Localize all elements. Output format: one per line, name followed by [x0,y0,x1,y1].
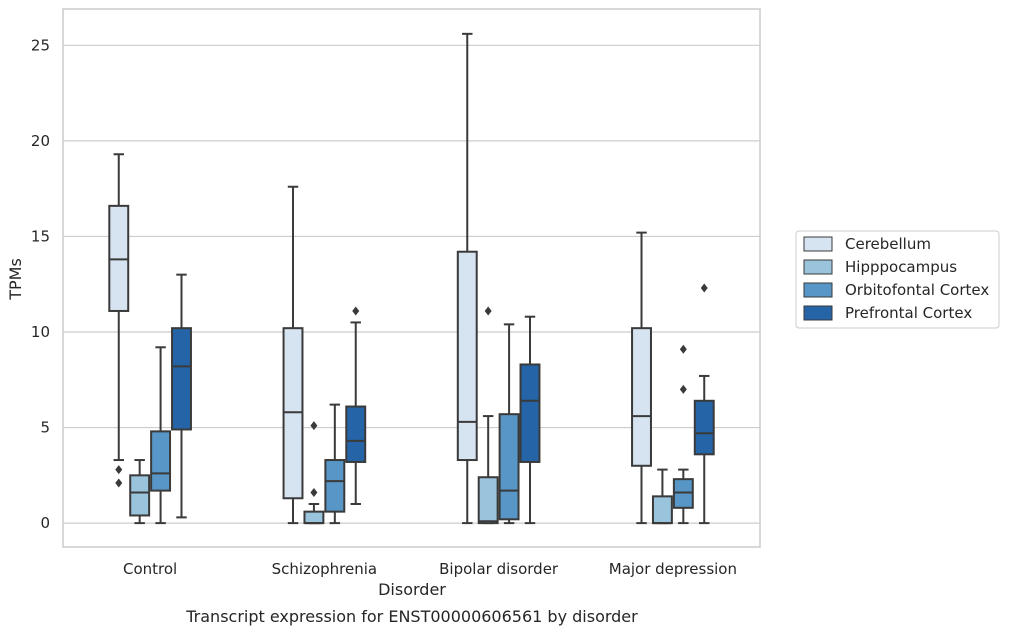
box-iqr [171,327,192,431]
box-iqr [498,413,520,521]
y-axis-ticks: 0 5 10 15 20 25 [31,36,50,532]
x-tick-label: Bipolar disorder [439,560,559,578]
x-axis-ticks: Control Schizophrenia Bipolar disorder Majo… [123,560,737,578]
x-tick-label: Major depression [609,560,737,578]
box-iqr [693,399,715,456]
x-axis-label: Disorder [378,580,446,599]
x-tick-label: Control [123,560,177,578]
outlier-point [310,488,318,498]
plot-frame [62,8,761,548]
outlier-point [484,306,492,316]
box-iqr [519,363,541,463]
box-prefrontal-cortex [171,273,192,519]
y-tick-label: 5 [40,419,50,437]
legend-swatch [803,305,833,321]
y-tick-label: 10 [31,323,50,341]
box-hipppocampus [303,421,325,525]
box-iqr [345,405,367,463]
chart-caption: Transcript expression for ENST0000060656… [185,607,638,626]
legend-items: Cerebellum Hipppocampus Orbitofontal Corte… [803,235,989,322]
y-tick-label: 15 [31,227,50,245]
outlier-point [679,344,687,354]
box-orbitofontal-cortex [150,346,172,525]
legend: Cerebellum Hipppocampus Orbitofontal Corte… [795,230,1000,329]
box-cerebellum [108,153,130,488]
x-tick-label: Schizophrenia [272,560,377,578]
box-prefrontal-cortex [693,283,715,525]
legend-swatch [803,236,833,252]
legend-label: Hipppocampus [845,258,957,276]
legend-frame [795,230,1000,329]
box-iqr [303,510,325,525]
box-orbitofontal-cortex [672,344,694,525]
box-iqr [456,250,478,462]
outlier-point [115,465,123,475]
box-hipppocampus [651,468,673,525]
legend-swatch [803,282,833,298]
box-hipppocampus [477,306,499,525]
box-cerebellum [456,32,478,525]
box-prefrontal-cortex [345,306,367,505]
box-orbitofontal-cortex [324,403,346,525]
y-tick-label: 25 [31,36,50,54]
box-iqr [477,476,499,525]
legend-label: Orbitofontal Cortex [845,281,989,299]
box-iqr [631,327,652,467]
box-cerebellum [631,231,652,525]
y-tick-label: 0 [40,514,50,532]
box-iqr [651,495,673,525]
outlier-point [700,283,708,293]
legend-label: Prefrontal Cortex [845,304,972,322]
outlier-point [352,306,360,316]
outlier-point [310,421,318,431]
outlier-point [679,384,687,394]
box-cerebellum [282,185,304,525]
boxes-layer [108,32,715,525]
box-hipppocampus [129,459,151,525]
box-prefrontal-cortex [519,315,541,525]
outlier-point [115,478,123,488]
box-iqr [150,430,172,492]
box-orbitofontal-cortex [498,323,520,525]
y-axis-label: TPMs [6,258,25,301]
box-iqr [324,459,346,513]
legend-label: Cerebellum [845,235,931,253]
legend-swatch [803,259,833,275]
y-tick-label: 20 [31,132,50,150]
box-iqr [129,474,151,517]
